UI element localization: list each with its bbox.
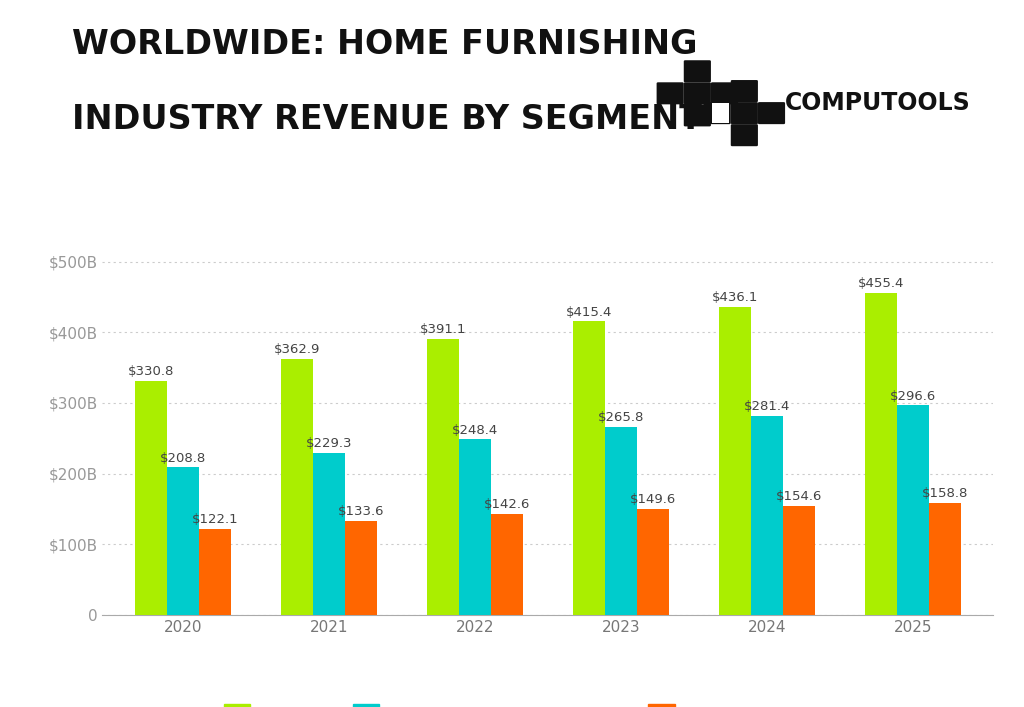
Text: COMPUTOOLS: COMPUTOOLS: [784, 91, 970, 115]
Bar: [572, 322, 605, 615]
FancyBboxPatch shape: [731, 80, 758, 102]
Text: $154.6: $154.6: [776, 490, 822, 503]
Bar: [345, 520, 377, 615]
Bar: [637, 509, 669, 615]
FancyBboxPatch shape: [731, 124, 758, 146]
FancyBboxPatch shape: [703, 102, 731, 124]
Text: $330.8: $330.8: [127, 366, 174, 378]
Text: $265.8: $265.8: [598, 411, 644, 424]
FancyBboxPatch shape: [713, 103, 729, 123]
Bar: [897, 405, 929, 615]
Bar: [167, 467, 199, 615]
FancyBboxPatch shape: [684, 82, 711, 105]
FancyBboxPatch shape: [758, 102, 785, 124]
Bar: [312, 453, 345, 615]
Text: $133.6: $133.6: [338, 505, 384, 518]
Text: $248.4: $248.4: [452, 423, 498, 437]
Bar: [605, 427, 637, 615]
Text: $142.6: $142.6: [483, 498, 530, 511]
Text: INDUSTRY REVENUE BY SEGMENT: INDUSTRY REVENUE BY SEGMENT: [72, 103, 701, 136]
Bar: [281, 358, 312, 615]
Bar: [783, 506, 815, 615]
Bar: [751, 416, 783, 615]
Text: $122.1: $122.1: [191, 513, 239, 526]
FancyBboxPatch shape: [684, 105, 711, 127]
Text: $208.8: $208.8: [160, 452, 206, 464]
Text: $229.3: $229.3: [305, 437, 352, 450]
Legend: Total, Furniture and Homeware, Household Appliances: Total, Furniture and Homeware, Household…: [217, 697, 879, 707]
Text: $362.9: $362.9: [273, 343, 319, 356]
Bar: [427, 339, 459, 615]
FancyBboxPatch shape: [711, 82, 738, 105]
Text: WORLDWIDE: HOME FURNISHING: WORLDWIDE: HOME FURNISHING: [72, 28, 697, 62]
Text: $415.4: $415.4: [565, 305, 612, 319]
Text: $296.6: $296.6: [890, 390, 936, 402]
Bar: [459, 440, 490, 615]
FancyBboxPatch shape: [731, 102, 758, 124]
Text: $436.1: $436.1: [712, 291, 758, 304]
Bar: [864, 293, 897, 615]
Bar: [929, 503, 962, 615]
FancyBboxPatch shape: [684, 60, 711, 82]
FancyBboxPatch shape: [656, 82, 684, 105]
Bar: [199, 529, 231, 615]
Text: $455.4: $455.4: [858, 277, 904, 291]
Text: $281.4: $281.4: [743, 400, 791, 414]
Bar: [134, 381, 167, 615]
Text: $158.8: $158.8: [922, 487, 969, 500]
Bar: [719, 307, 751, 615]
Text: $149.6: $149.6: [630, 493, 676, 506]
Bar: [490, 514, 523, 615]
Text: $391.1: $391.1: [420, 323, 466, 336]
